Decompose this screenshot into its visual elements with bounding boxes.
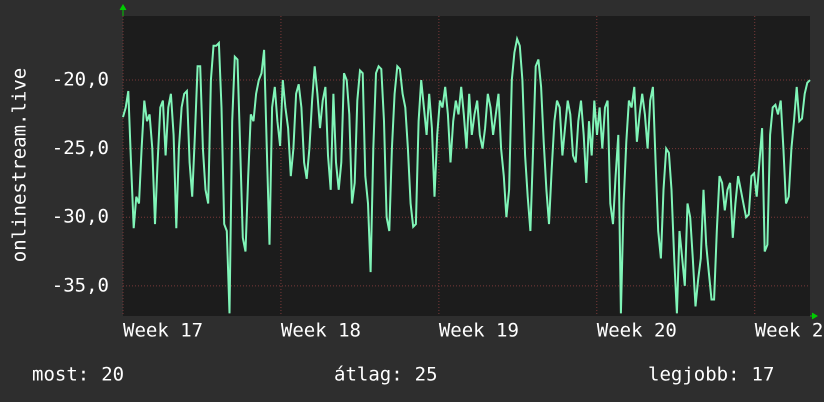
x-tick-label: Week 21 xyxy=(755,320,824,342)
y-tick-label: -35,0 xyxy=(52,274,109,296)
x-tick-label: Week 20 xyxy=(597,320,677,342)
x-tick-label: Week 17 xyxy=(123,320,203,342)
axis-arrow xyxy=(810,312,818,320)
y-tick-label: -30,0 xyxy=(52,206,109,228)
stat-label: átlag: xyxy=(334,364,403,386)
y-tick-label: -25,0 xyxy=(52,137,109,159)
plot-area xyxy=(123,16,810,316)
x-tick-label: Week 19 xyxy=(439,320,519,342)
series-line xyxy=(122,35,811,314)
y-axis-label: onlinestream.live xyxy=(9,68,31,262)
stat-value: 20 xyxy=(101,364,124,386)
stat-value: 17 xyxy=(752,364,775,386)
stat-label: most: xyxy=(32,364,89,386)
stat-label: legjobb: xyxy=(648,364,740,386)
axis-arrow xyxy=(119,4,127,16)
y-tick-label: -20,0 xyxy=(52,69,109,91)
x-tick-label: Week 18 xyxy=(281,320,361,342)
stat-value: 25 xyxy=(415,364,438,386)
